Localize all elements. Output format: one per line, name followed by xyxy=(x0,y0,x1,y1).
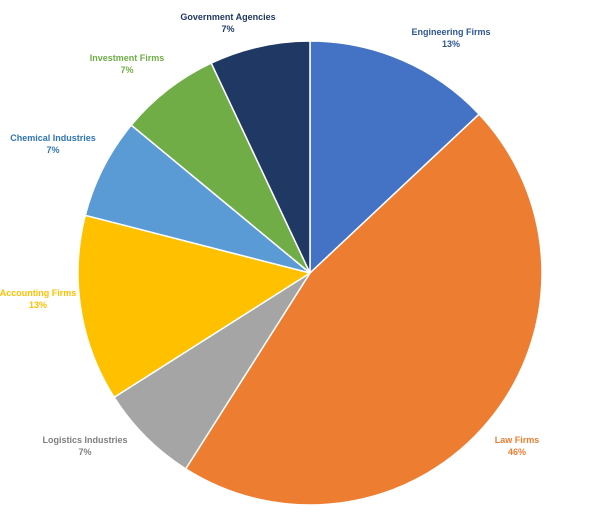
slice-label-logistics-industries: Logistics Industries xyxy=(42,435,127,445)
slice-label-accounting-firms: Accounting Firms xyxy=(0,288,76,298)
slice-value-logistics-industries: 7% xyxy=(78,447,91,457)
slice-value-government-agencies: 7% xyxy=(221,24,234,34)
pie-slice-chemical-industries xyxy=(84,124,311,274)
slice-value-engineering-firms: 13% xyxy=(442,39,460,49)
slice-label-investment-firms: Investment Firms xyxy=(90,53,165,63)
slice-value-accounting-firms: 13% xyxy=(29,300,47,310)
pie-slice-investment-firms xyxy=(130,62,311,274)
pie-slice-logistics-industries xyxy=(113,272,311,470)
pie-slice-law-firms xyxy=(184,113,543,506)
slice-label-law-firms: Law Firms xyxy=(495,435,540,445)
slice-label-engineering-firms: Engineering Firms xyxy=(411,27,490,37)
slice-value-investment-firms: 7% xyxy=(120,65,133,75)
slice-label-government-agencies: Government Agencies xyxy=(180,12,275,22)
pie-slice-accounting-firms xyxy=(77,214,312,399)
pie-slice-government-agencies xyxy=(210,40,311,274)
slice-value-law-firms: 46% xyxy=(508,447,526,457)
pie-slice-engineering-firms xyxy=(309,40,481,275)
slice-value-chemical-industries: 7% xyxy=(46,145,59,155)
slice-label-chemical-industries: Chemical Industries xyxy=(10,133,96,143)
